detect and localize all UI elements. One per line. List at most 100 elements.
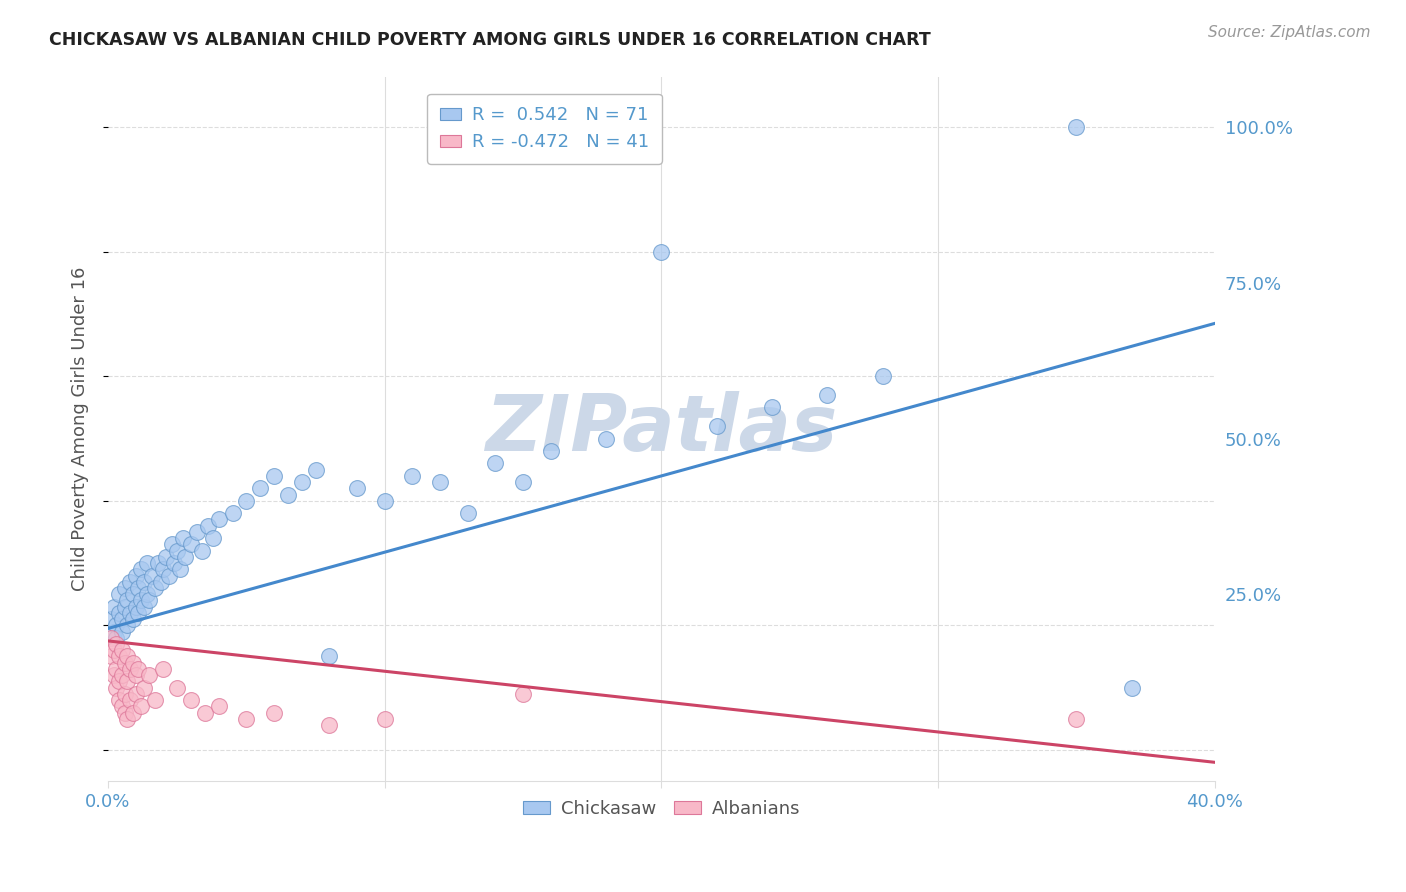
Point <box>117 674 139 689</box>
Point <box>122 587 145 601</box>
Point <box>138 593 160 607</box>
Point <box>117 712 139 726</box>
Point <box>120 662 142 676</box>
Point <box>202 531 225 545</box>
Text: CHICKASAW VS ALBANIAN CHILD POVERTY AMONG GIRLS UNDER 16 CORRELATION CHART: CHICKASAW VS ALBANIAN CHILD POVERTY AMON… <box>49 31 931 49</box>
Point <box>141 568 163 582</box>
Point <box>1066 120 1088 135</box>
Point <box>484 457 506 471</box>
Point <box>138 668 160 682</box>
Point <box>166 543 188 558</box>
Point <box>155 549 177 564</box>
Point <box>103 643 125 657</box>
Point <box>120 606 142 620</box>
Point <box>512 475 534 490</box>
Point <box>105 637 128 651</box>
Point <box>401 469 423 483</box>
Point <box>127 662 149 676</box>
Point <box>114 581 136 595</box>
Point <box>127 581 149 595</box>
Point <box>166 681 188 695</box>
Point <box>122 612 145 626</box>
Point <box>132 599 155 614</box>
Point <box>129 593 152 607</box>
Point <box>761 401 783 415</box>
Point <box>172 531 194 545</box>
Point <box>235 712 257 726</box>
Point <box>111 699 134 714</box>
Point <box>512 687 534 701</box>
Point <box>120 693 142 707</box>
Point <box>135 556 157 570</box>
Point <box>132 681 155 695</box>
Point <box>152 562 174 576</box>
Point <box>457 506 479 520</box>
Point <box>127 606 149 620</box>
Point <box>169 562 191 576</box>
Point <box>114 706 136 720</box>
Point <box>105 681 128 695</box>
Point <box>291 475 314 490</box>
Point <box>114 599 136 614</box>
Point <box>152 662 174 676</box>
Point <box>129 562 152 576</box>
Point <box>208 699 231 714</box>
Point <box>108 587 131 601</box>
Point <box>180 537 202 551</box>
Point <box>143 693 166 707</box>
Point <box>263 706 285 720</box>
Point <box>160 537 183 551</box>
Point <box>143 581 166 595</box>
Point <box>105 618 128 632</box>
Point <box>163 556 186 570</box>
Point <box>180 693 202 707</box>
Point <box>100 649 122 664</box>
Point <box>117 618 139 632</box>
Point <box>221 506 243 520</box>
Point <box>186 524 208 539</box>
Point <box>1066 712 1088 726</box>
Point <box>1121 681 1143 695</box>
Point <box>146 556 169 570</box>
Point <box>129 699 152 714</box>
Y-axis label: Child Poverty Among Girls Under 16: Child Poverty Among Girls Under 16 <box>72 267 89 591</box>
Point <box>194 706 217 720</box>
Point <box>108 606 131 620</box>
Point <box>872 369 894 384</box>
Point <box>374 493 396 508</box>
Point <box>108 674 131 689</box>
Point <box>124 668 146 682</box>
Point <box>105 662 128 676</box>
Point <box>595 432 617 446</box>
Legend: Chickasaw, Albanians: Chickasaw, Albanians <box>516 792 807 825</box>
Point <box>114 687 136 701</box>
Point <box>108 649 131 664</box>
Point <box>346 481 368 495</box>
Point <box>117 593 139 607</box>
Point <box>157 568 180 582</box>
Point <box>111 668 134 682</box>
Point <box>103 624 125 639</box>
Point <box>103 668 125 682</box>
Point <box>174 549 197 564</box>
Point <box>105 631 128 645</box>
Point <box>197 518 219 533</box>
Point <box>191 543 214 558</box>
Point <box>114 656 136 670</box>
Point <box>318 718 340 732</box>
Point <box>111 643 134 657</box>
Point <box>374 712 396 726</box>
Point <box>117 649 139 664</box>
Point <box>122 656 145 670</box>
Point <box>124 599 146 614</box>
Point <box>111 612 134 626</box>
Point <box>277 487 299 501</box>
Point <box>100 612 122 626</box>
Point <box>249 481 271 495</box>
Point <box>429 475 451 490</box>
Point <box>111 624 134 639</box>
Point <box>263 469 285 483</box>
Point <box>122 706 145 720</box>
Text: ZIPatlas: ZIPatlas <box>485 392 838 467</box>
Point <box>124 568 146 582</box>
